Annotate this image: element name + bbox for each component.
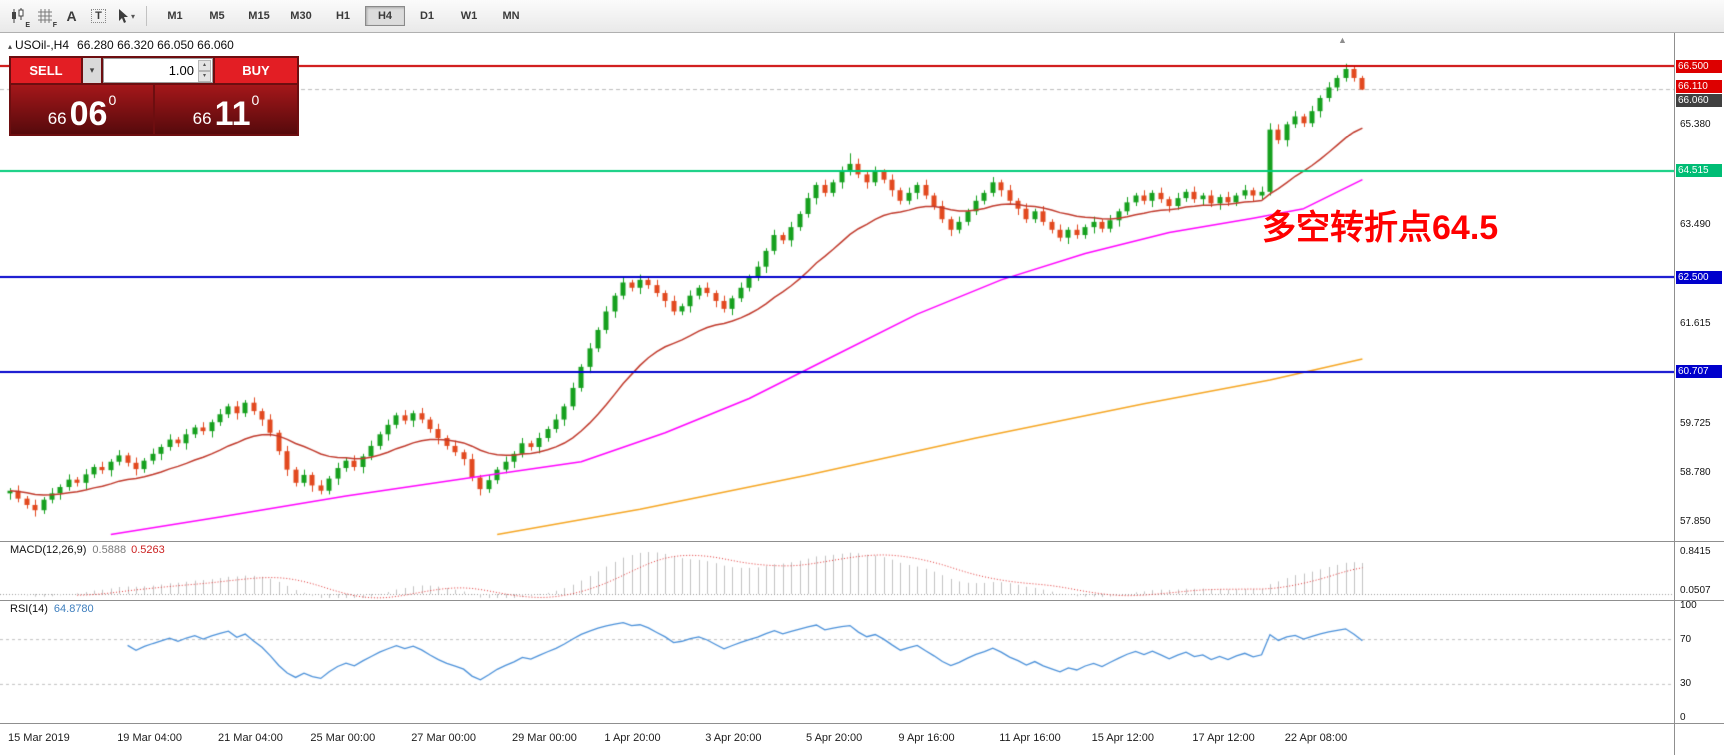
sell-price-point: 0 xyxy=(108,92,117,108)
toolbar: E F A T ▾ M1 M5 M15 M30 H1 H4 D1 W1 MN xyxy=(0,0,1724,33)
timeframe-m5[interactable]: M5 xyxy=(209,10,225,22)
rsi-value: 64.8780 xyxy=(53,603,94,615)
buy-price-pips: 11 xyxy=(214,95,251,134)
time-axis-label: 27 Mar 00:00 xyxy=(411,732,477,744)
volume-decrease-button[interactable]: ▾ xyxy=(198,71,211,82)
price-axis-label: 58.780 xyxy=(1680,467,1711,479)
macd-rsi-separator[interactable] xyxy=(0,600,1724,601)
time-axis[interactable]: 15 Mar 2019 19 Mar 04:00 21 Mar 04:00 25 Ma… xyxy=(0,724,1724,755)
trade-panel-price-row: 66 06 0 66 11 0 xyxy=(11,85,297,134)
time-axis-label: 5 Apr 20:00 xyxy=(806,732,863,744)
volume-input[interactable] xyxy=(104,59,212,82)
macd-name: MACD(12,26,9) xyxy=(10,544,87,556)
time-axis-label: 15 Mar 2019 xyxy=(8,732,70,744)
price-axis-label: 63.490 xyxy=(1680,219,1711,231)
timeframe-d1[interactable]: D1 xyxy=(419,10,435,22)
macd-main-value: 0.5888 xyxy=(92,544,127,556)
symbol-marker-icon: ▴ xyxy=(8,42,13,51)
time-axis-label: 17 Apr 12:00 xyxy=(1192,732,1255,744)
chevron-down-icon: ▾ xyxy=(130,11,135,21)
timeframe-w1[interactable]: W1 xyxy=(460,10,478,22)
buy-price-int: 66 xyxy=(192,109,212,128)
rsi-axis-label: 30 xyxy=(1680,678,1692,690)
chart-header: ▴ USOil-,H4 66.280 66.320 66.050 66.060 xyxy=(8,38,234,52)
bid-price-tag: 66.060 xyxy=(1676,94,1722,108)
macd-label: MACD(12,26,9) 0.5888 0.5263 xyxy=(10,544,165,556)
timeframe-h1[interactable]: H1 xyxy=(335,10,351,22)
font-tool-icon[interactable]: A xyxy=(66,8,77,24)
chart-annotation: 多空转折点64.5 xyxy=(1262,209,1499,247)
chart-shift-marker[interactable]: ▲ xyxy=(1338,35,1347,45)
sell-price-pips: 06 xyxy=(69,95,108,134)
price-axis-label: 59.725 xyxy=(1680,417,1711,429)
timeframe-m1[interactable]: M1 xyxy=(167,10,183,22)
timeframe-m15[interactable]: M15 xyxy=(248,10,270,22)
icon-sub-letter: F xyxy=(52,21,57,29)
sell-price-int: 66 xyxy=(47,109,67,128)
cursor-tool-icon[interactable]: ▾ xyxy=(112,4,139,29)
time-axis-label: 25 Mar 00:00 xyxy=(310,732,376,744)
sell-button[interactable]: SELL xyxy=(11,58,81,83)
rsi-timeline-separator xyxy=(0,723,1724,724)
buy-button[interactable]: BUY xyxy=(215,58,297,83)
text-label-tool-icon[interactable]: T xyxy=(85,4,112,29)
toolbar-separator xyxy=(146,6,147,26)
rsi-name: RSI(14) xyxy=(10,603,48,615)
rsi-axis-label: 0 xyxy=(1680,712,1686,723)
time-axis-label: 9 Apr 16:00 xyxy=(898,732,955,744)
volume-input-wrap: ▴ ▾ xyxy=(103,58,213,83)
time-axis-label: 29 Mar 00:00 xyxy=(512,732,577,744)
price-axis-label: 61.615 xyxy=(1680,317,1711,329)
ask-price-tag: 66.110 xyxy=(1676,80,1722,94)
timeframe-m30[interactable]: M30 xyxy=(290,10,312,22)
level-60707-price-tag: 60.707 xyxy=(1676,365,1722,379)
time-axis-label: 3 Apr 20:00 xyxy=(705,732,762,744)
volume-increase-button[interactable]: ▴ xyxy=(198,60,211,71)
volume-dropdown-button[interactable]: ▾ xyxy=(83,58,101,83)
buy-price-display[interactable]: 66 11 0 xyxy=(155,85,297,134)
chart-macd-separator[interactable] xyxy=(0,541,1724,542)
macd-indicator-canvas[interactable] xyxy=(0,542,1674,600)
price-axis-separator[interactable] xyxy=(1674,33,1675,755)
rsi-indicator-canvas[interactable] xyxy=(0,601,1674,723)
time-axis-label: 19 Mar 04:00 xyxy=(117,732,183,744)
price-axis-label: 57.850 xyxy=(1680,516,1711,528)
macd-axis-label: 0.0507 xyxy=(1680,585,1711,597)
time-axis-label: 22 Apr 08:00 xyxy=(1284,732,1348,744)
time-axis-label: 15 Apr 12:00 xyxy=(1091,732,1154,744)
rsi-axis-label: 70 xyxy=(1680,633,1692,645)
volume-spinner: ▴ ▾ xyxy=(198,60,211,82)
grid-lines-icon[interactable]: F xyxy=(31,4,58,29)
sell-price-display[interactable]: 66 06 0 xyxy=(11,85,153,134)
level-62500-price-tag: 62.500 xyxy=(1676,270,1722,284)
time-axis-label: 21 Mar 04:00 xyxy=(218,732,283,744)
resistance-line-price-tag: 66.500 xyxy=(1676,59,1722,73)
timeframe-bar: M1 M5 M15 M30 H1 H4 D1 W1 MN xyxy=(154,6,532,26)
support-line-price-tag: 64.515 xyxy=(1676,164,1722,178)
macd-signal-value: 0.5263 xyxy=(131,544,165,556)
time-axis-label: 1 Apr 20:00 xyxy=(604,732,661,744)
price-axis-label: 65.380 xyxy=(1680,119,1711,131)
ohlc-values: 66.280 66.320 66.050 66.060 xyxy=(77,38,234,52)
trade-panel-top-row: SELL ▾ ▴ ▾ BUY xyxy=(11,58,297,83)
buy-price-point: 0 xyxy=(251,92,260,108)
icon-sub-letter: E xyxy=(25,21,30,29)
symbol-timeframe-label: USOil-,H4 xyxy=(15,38,70,52)
candle-chart-icon[interactable]: E xyxy=(4,4,31,29)
macd-axis-label: 0.8415 xyxy=(1680,545,1711,557)
timeframe-h4[interactable]: H4 xyxy=(365,6,405,26)
rsi-label: RSI(14) 64.8780 xyxy=(10,603,94,615)
timeframe-mn[interactable]: MN xyxy=(502,10,520,22)
time-axis-label: 11 Apr 16:00 xyxy=(999,732,1061,744)
rsi-axis-label: 100 xyxy=(1680,600,1697,611)
